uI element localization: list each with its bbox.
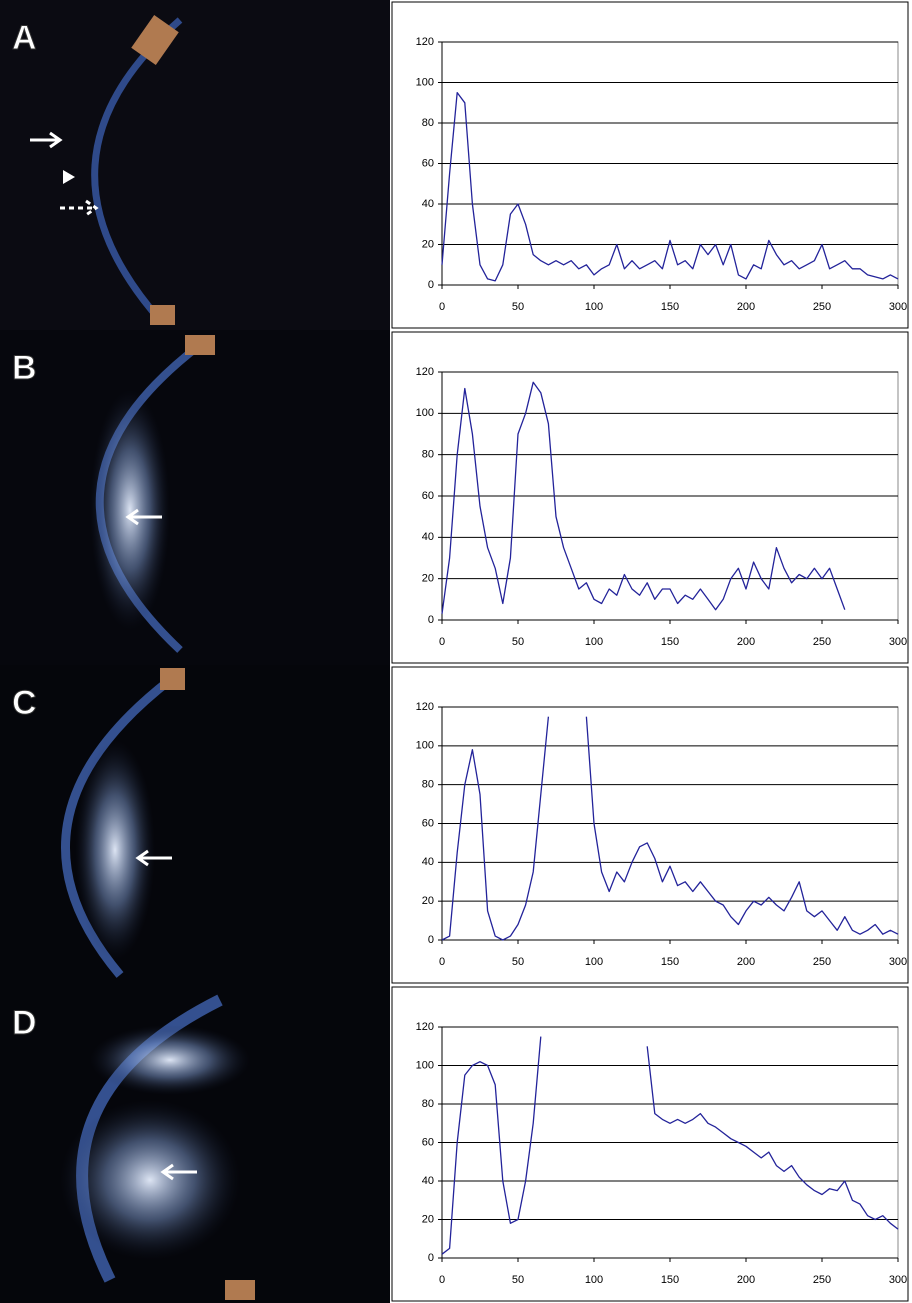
y-tick-label: 20 [422,238,434,250]
x-tick-label: 250 [813,956,831,968]
y-tick-label: 20 [422,1213,434,1225]
y-tick-label: 40 [422,531,434,543]
x-tick-label: 200 [737,636,755,648]
x-tick-label: 0 [439,636,445,648]
x-tick-label: 150 [661,636,679,648]
y-tick-label: 60 [422,490,434,502]
x-tick-label: 200 [737,1274,755,1286]
x-tick-label: 50 [512,956,524,968]
chart-frame [391,986,909,1302]
photo-d [0,985,390,1303]
y-tick-label: 60 [422,157,434,169]
photo-a [0,0,390,330]
y-tick-label: 40 [422,856,434,868]
y-tick-label: 60 [422,1136,434,1148]
chart-frame [391,331,909,664]
x-tick-label: 100 [585,636,603,648]
y-tick-label: 100 [416,76,434,88]
x-tick-label: 150 [661,1274,679,1286]
y-tick-label: 0 [428,1252,434,1264]
x-tick-label: 100 [585,1274,603,1286]
chart-frame [391,1,909,329]
x-tick-label: 0 [439,301,445,313]
x-tick-label: 300 [889,301,907,313]
y-tick-label: 20 [422,573,434,585]
data-line [441,91,899,282]
y-tick-label: 120 [416,701,434,713]
x-tick-label: 100 [585,956,603,968]
y-tick-label: 40 [422,1175,434,1187]
y-tick-label: 80 [422,1098,434,1110]
x-tick-label: 50 [512,1274,524,1286]
x-tick-label: 0 [439,1274,445,1286]
x-tick-label: 50 [512,301,524,313]
y-tick-label: 120 [416,1021,434,1033]
x-tick-label: 50 [512,636,524,648]
y-tick-label: 120 [416,36,434,48]
panel-letter: B [12,349,37,387]
panel-letter: D [12,1004,37,1042]
y-tick-label: 80 [422,779,434,791]
x-tick-label: 150 [661,301,679,313]
x-tick-label: 200 [737,956,755,968]
x-tick-label: 250 [813,1274,831,1286]
x-tick-label: 200 [737,301,755,313]
x-tick-label: 250 [813,636,831,648]
chart-frame [391,666,909,984]
x-tick-label: 300 [889,636,907,648]
x-tick-label: 300 [889,1274,907,1286]
data-line [441,1036,899,1255]
x-tick-label: 100 [585,301,603,313]
y-tick-label: 80 [422,449,434,461]
y-tick-label: 100 [416,407,434,419]
photo-c [0,665,390,985]
y-tick-label: 20 [422,895,434,907]
x-tick-label: 150 [661,956,679,968]
y-tick-label: 100 [416,1059,434,1071]
y-tick-label: 60 [422,817,434,829]
y-tick-label: 120 [416,366,434,378]
data-line [441,381,846,614]
y-tick-label: 100 [416,740,434,752]
photo-b [0,330,390,665]
y-tick-label: 0 [428,614,434,626]
panel-letter: C [12,684,37,722]
data-line [441,716,899,941]
y-tick-label: 0 [428,279,434,291]
x-tick-label: 300 [889,956,907,968]
x-tick-label: 0 [439,956,445,968]
y-tick-label: 0 [428,934,434,946]
y-tick-label: 40 [422,198,434,210]
y-tick-label: 80 [422,117,434,129]
x-tick-label: 250 [813,301,831,313]
panel-letter: A [12,19,37,57]
